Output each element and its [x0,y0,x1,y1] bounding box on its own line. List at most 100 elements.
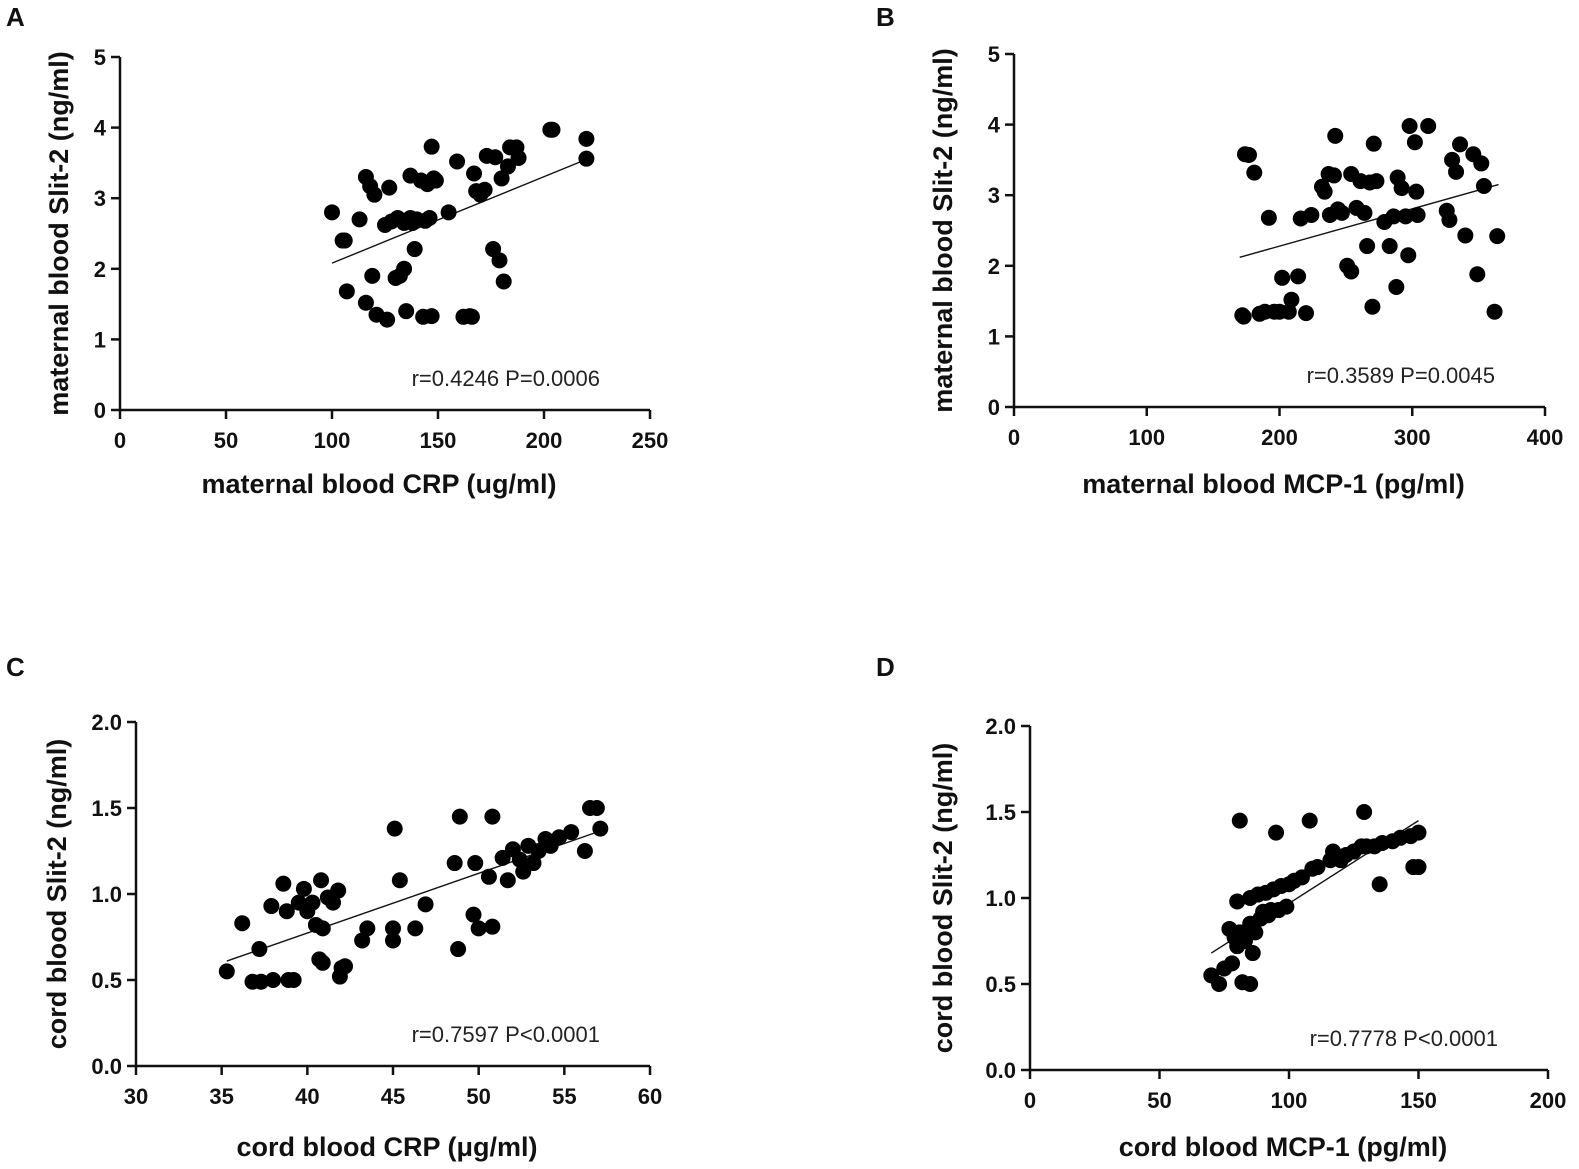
data-point [423,308,440,325]
y-axis-title: maternal blood Slit-2 (ng/ml) [44,51,74,416]
y-axis-title: cord blood Slit-2 (ng/ml) [42,739,72,1049]
x-tick-label: 0 [114,428,126,453]
data-point [314,954,331,971]
data-point [324,204,340,221]
data-point [1410,824,1427,841]
data-point [234,915,251,932]
data-point [592,820,609,837]
data-point [1457,227,1474,244]
panel-a-label: A [6,2,25,32]
data-point [1469,266,1486,283]
data-point [1247,924,1264,941]
data-point [406,241,423,258]
x-tick-label: 0 [1008,425,1020,450]
y-tick-label: 2.0 [91,710,122,735]
data-point [1393,180,1410,197]
data-point [484,918,501,935]
data-point [1409,206,1426,223]
data-point [1359,238,1376,255]
data-point [588,800,605,816]
data-point [385,920,401,937]
correlation-stat: r=0.4246 P=0.0006 [412,366,600,391]
data-point [354,932,371,949]
panel-a: A 0 50 100 150 200 250 0 1 2 3 4 5 maternal blood CR… [0,0,790,584]
data-point [330,882,347,899]
y-tick-label: 2.0 [985,714,1016,739]
data-point [338,283,355,300]
data-point [495,273,512,290]
chart-d: 0 50 100 150 200 0.0 0.5 1.0 1.5 2.0 cord blood MC… [928,714,1567,1162]
data-point [381,179,398,196]
x-tick-label: 250 [632,428,669,453]
panel-b-label: B [876,2,895,32]
data-point [1224,955,1241,972]
data-point [1240,146,1257,163]
correlation-stat: r=0.7778 P<0.0001 [1310,1026,1498,1051]
data-point [357,294,374,311]
data-point [1327,127,1344,144]
x-tick-label: 45 [381,1084,405,1109]
data-point [1489,228,1506,245]
data-point [1486,303,1503,320]
data-point [1290,268,1307,285]
x-tick-label: 400 [1527,425,1564,450]
y-tick-label: 5 [988,42,1000,67]
regression-line [1239,183,1499,259]
data-point [1303,206,1320,223]
data-point [1452,136,1469,153]
y-tick-label: 0.0 [91,1054,122,1079]
x-tick-label: 150 [1400,1088,1437,1113]
data-point [337,958,354,975]
data-point [446,855,463,872]
data-point [336,232,353,249]
y-tick-label: 0.5 [91,968,122,993]
data-point [421,209,438,226]
y-tick-label: 0.5 [985,972,1016,997]
panel-d: D 0 50 100 150 200 0.0 0.5 1.0 1.5 2.0 cord blood … [790,584,1579,1169]
data-point [1246,164,1263,181]
data-point [396,260,413,277]
data-point [1283,291,1300,308]
data-point [1410,859,1427,876]
data-point [1278,898,1295,915]
x-tick-label: 200 [526,428,563,453]
data-point [1301,812,1318,829]
x-tick-label: 50 [214,428,238,453]
data-point [385,932,401,949]
data-point [275,875,292,892]
x-tick-label: 200 [1530,1088,1567,1113]
data-point [563,824,580,841]
x-tick-label: 200 [1261,425,1298,450]
data-point [1298,305,1315,322]
data-point [544,121,561,138]
data-point [1309,859,1326,876]
y-tick-label: 0 [94,398,106,423]
data-point [407,920,424,937]
chart-c: 30 35 40 45 50 55 60 0.0 0.5 1.0 1.5 2.0 cord blood … [42,710,662,1162]
panel-c: C 30 35 40 45 50 55 60 0.0 0.5 1.0 1.5 2.0 cord bloo… [0,584,790,1169]
data-point [366,186,383,203]
data-point [1325,167,1342,184]
data-point [470,920,487,937]
x-tick-label: 150 [420,428,457,453]
y-tick-label: 1.5 [985,800,1016,825]
data-point [510,149,527,166]
data-point [525,855,542,872]
data-point [480,868,497,885]
x-axis-title: cord blood CRP (μg/ml) [236,1132,537,1162]
data-point [218,963,235,980]
data-point [304,894,321,911]
data-point [1244,945,1261,962]
data-point [1235,308,1252,325]
data-point [1400,247,1417,264]
data-point [551,829,568,846]
data-point [1444,151,1461,168]
x-tick-label: 35 [209,1084,233,1109]
data-point [1408,183,1425,200]
data-point [451,808,468,825]
data-point [1385,208,1402,225]
y-tick-label: 1.0 [985,886,1016,911]
data-point [1343,263,1360,280]
data-point [386,820,403,837]
y-tick-label: 0 [988,395,1000,420]
